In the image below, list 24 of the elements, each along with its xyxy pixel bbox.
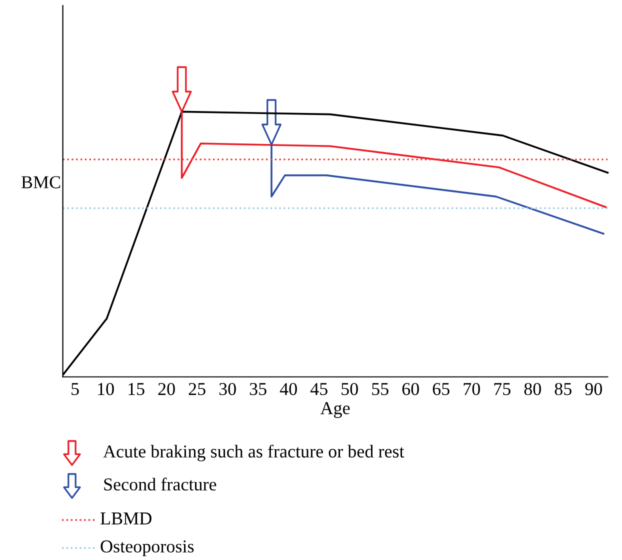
x-tick-label: 10 (98, 382, 114, 396)
text: Acute braking such as fracture or bed rest (103, 444, 404, 462)
x-tick-label: 35 (250, 383, 266, 396)
x-tick-label: 5 (72, 383, 79, 396)
text: Second fracture (104, 478, 216, 491)
x-tick-label: 45 (310, 383, 328, 396)
x-tick-label: 80 (524, 382, 541, 396)
y-axis-title: BMC (21, 176, 60, 188)
x-tick-label: 30 (219, 382, 236, 396)
x-tick-label: 85 (554, 382, 572, 396)
legend-label: LBMD (100, 512, 152, 524)
x-tick-label: 20 (158, 382, 175, 396)
x-tick-label: 50 (342, 382, 358, 396)
legend-label: Osteoporosis (100, 540, 194, 556)
x-tick-label: 40 (280, 382, 297, 396)
x-tick-label: 90 (585, 382, 602, 396)
x-axis-title: Age (320, 402, 350, 418)
x-tick-label: 75 (494, 383, 510, 396)
x-tick-label: 55 (372, 383, 388, 396)
x-tick-label: 70 (464, 382, 480, 396)
x-tick-label: 60 (402, 382, 419, 396)
x-tick-label: 25 (188, 383, 206, 396)
x-tick-label: 65 (432, 383, 450, 396)
x-tick-label: 15 (128, 383, 144, 396)
